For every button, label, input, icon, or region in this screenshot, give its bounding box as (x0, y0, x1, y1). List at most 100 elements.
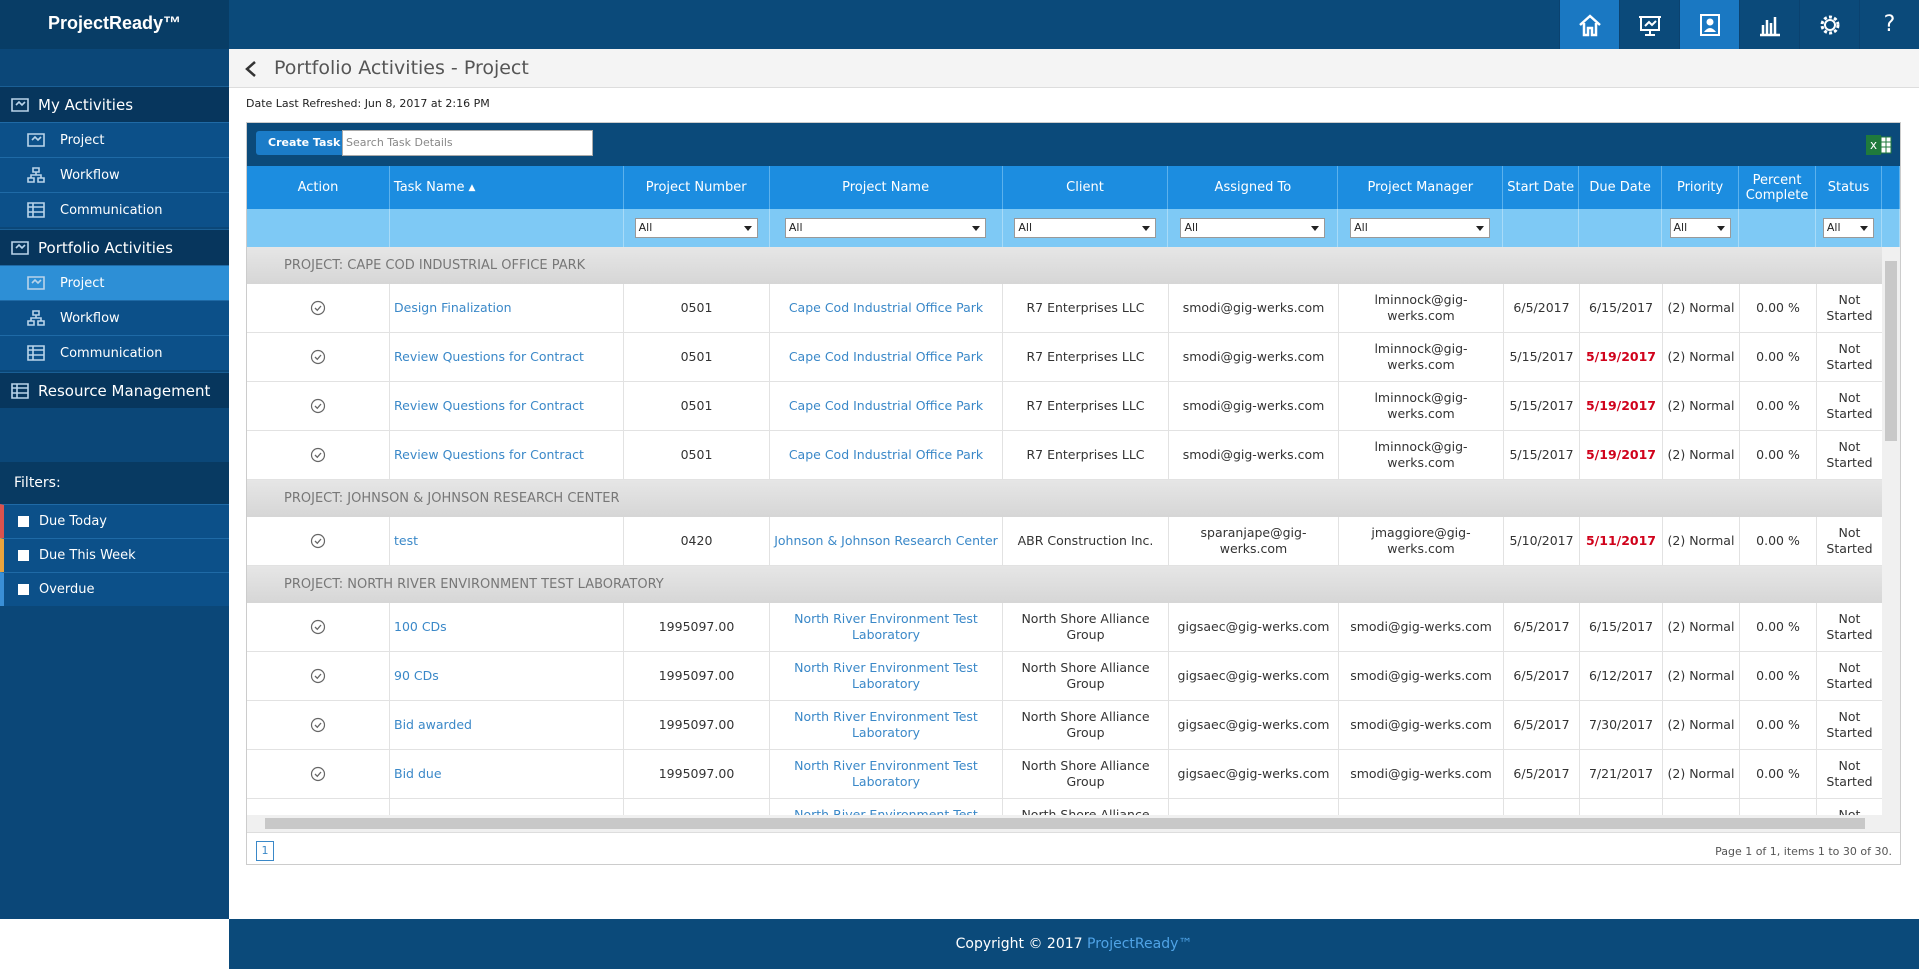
filter-select[interactable]: All (634, 218, 758, 238)
cell-link[interactable]: North River Environment Test Laboratory (794, 660, 978, 691)
filter-cell: All (769, 209, 1003, 247)
cell-text: 5/15/2017 (1509, 398, 1574, 414)
filter-select[interactable]: All (784, 218, 987, 238)
vertical-scrollbar[interactable] (1882, 247, 1900, 815)
column-header[interactable]: Project Number (623, 166, 770, 209)
cell-link[interactable]: Design Finalization (394, 300, 512, 316)
column-header[interactable]: Project Manager (1338, 166, 1504, 209)
complete-button[interactable] (310, 447, 326, 463)
cell-link[interactable]: Review Questions for Contract (394, 447, 584, 463)
cell-link[interactable]: North River Environment Test Laboratory (794, 807, 978, 815)
cell-link[interactable]: Review Questions for Contract (394, 398, 584, 414)
filter-select[interactable]: All (1014, 218, 1156, 238)
filter-select[interactable]: All (1180, 218, 1326, 238)
cell-link[interactable]: 100 CDs (394, 619, 447, 635)
filter-checkbox[interactable] (18, 584, 29, 595)
search-input[interactable]: Search Task Details (342, 130, 593, 156)
cell: 5/15/2017 (1504, 333, 1580, 382)
cell-link[interactable]: Cape Cod Industrial Office Park (788, 447, 984, 463)
excel-export[interactable]: x (1866, 135, 1892, 155)
filter-item[interactable]: Overdue (0, 572, 229, 606)
horizontal-scrollbar[interactable] (247, 815, 1900, 832)
cell-text: 6/15/2017 (1588, 619, 1654, 635)
nav-section: Resource Management (0, 372, 229, 408)
cell-link[interactable]: Cape Cod Industrial Office Park (788, 349, 984, 365)
cell-link[interactable]: North River Environment Test Laboratory (794, 709, 978, 740)
cell: R7 Enterprises LLC (1003, 382, 1169, 431)
cell-link[interactable]: Cape Cod Industrial Office Park (788, 398, 984, 414)
column-header[interactable]: Action (247, 166, 390, 209)
cell: Cape Cod Industrial Office Park (770, 284, 1003, 333)
filter-item[interactable]: Due Today (0, 504, 229, 538)
footer-link[interactable]: ProjectReady™ (1087, 936, 1193, 952)
cell-text: smodi@gig-werks.com (1350, 619, 1492, 635)
reports-button[interactable] (1739, 0, 1799, 49)
column-header[interactable]: Assigned To (1168, 166, 1339, 209)
cell-link[interactable]: Bid awarded (394, 717, 472, 733)
cell-link[interactable]: Johnson & Johnson Research Center (774, 533, 998, 549)
nav-icon (11, 240, 29, 255)
nav-item[interactable]: Workflow (0, 300, 229, 335)
back-button[interactable] (243, 60, 259, 78)
page-number[interactable]: 1 (256, 841, 274, 861)
nav-section-header[interactable]: My Activities (0, 86, 229, 122)
cell: sparanjape@gig-werks.com (1169, 517, 1339, 566)
nav-icon (27, 310, 45, 326)
cell-link[interactable]: Cape Cod Industrial Office Park (788, 300, 984, 316)
column-header[interactable]: Task Name ▲ (389, 166, 624, 209)
nav-item[interactable]: Communication (0, 192, 229, 227)
user-button[interactable] (1679, 0, 1739, 49)
filter-select[interactable]: All (1822, 218, 1875, 238)
cell: (2) Normal (1663, 799, 1740, 815)
brand[interactable]: ProjectReady™ (0, 0, 229, 49)
column-header[interactable]: Client (1002, 166, 1169, 209)
column-header[interactable]: Percent Complete (1739, 166, 1817, 209)
cell-link[interactable]: Bid due (394, 766, 442, 782)
cell-text: smodi@gig-werks.com (1182, 398, 1325, 414)
cell-link[interactable]: 90 CDs (394, 668, 439, 684)
filter-checkbox[interactable] (18, 516, 29, 527)
nav-item[interactable]: Project (0, 122, 229, 157)
nav-section-header[interactable]: Resource Management (0, 372, 229, 408)
nav-item[interactable]: Project (0, 265, 229, 300)
column-label: Start Date (1507, 180, 1575, 195)
column-header[interactable]: Status (1816, 166, 1882, 209)
cell-link[interactable]: test (394, 533, 419, 549)
cell: 5/19/2017 (1580, 382, 1663, 431)
nav-item[interactable]: Communication (0, 335, 229, 370)
complete-button[interactable] (310, 717, 326, 733)
create-task-button[interactable]: Create Task (256, 131, 353, 155)
nav-icon (27, 276, 45, 290)
complete-button[interactable] (310, 533, 326, 549)
presentation-button[interactable] (1619, 0, 1679, 49)
filter-select[interactable]: All (1350, 218, 1491, 238)
cell-text: gigsaec@gig-werks.com (1177, 668, 1330, 684)
cell-link[interactable]: Review Questions for Contract (394, 349, 584, 365)
column-header[interactable]: Priority (1662, 166, 1740, 209)
complete-button[interactable] (310, 619, 326, 635)
cell: 6/5/2017 (1504, 652, 1580, 701)
cell: 1995097.00 (624, 701, 770, 750)
column-label: Priority (1676, 180, 1724, 195)
cell-link[interactable]: North River Environment Test Laboratory (794, 758, 978, 789)
column-header[interactable]: Start Date (1503, 166, 1580, 209)
filter-checkbox[interactable] (18, 550, 29, 561)
nav-item[interactable]: Workflow (0, 157, 229, 192)
filter-select[interactable]: All (1669, 218, 1731, 238)
filter-item[interactable]: Due This Week (0, 538, 229, 572)
column-header[interactable]: Project Name (769, 166, 1003, 209)
column-header[interactable]: Due Date (1579, 166, 1663, 209)
complete-button[interactable] (310, 349, 326, 365)
complete-button[interactable] (310, 766, 326, 782)
cell: lminnock@gig-werks.com (1339, 382, 1504, 431)
nav-section-header[interactable]: Portfolio Activities (0, 229, 229, 265)
help-button[interactable]: ? (1859, 0, 1919, 49)
cell-text: smodi@gig-werks.com (1350, 668, 1492, 684)
complete-button[interactable] (310, 300, 326, 316)
home-button[interactable] (1559, 0, 1619, 49)
cell: R7 Enterprises LLC (1003, 333, 1169, 382)
complete-button[interactable] (310, 668, 326, 684)
cell-link[interactable]: North River Environment Test Laboratory (794, 611, 978, 642)
complete-button[interactable] (310, 398, 326, 414)
settings-button[interactable] (1799, 0, 1859, 49)
